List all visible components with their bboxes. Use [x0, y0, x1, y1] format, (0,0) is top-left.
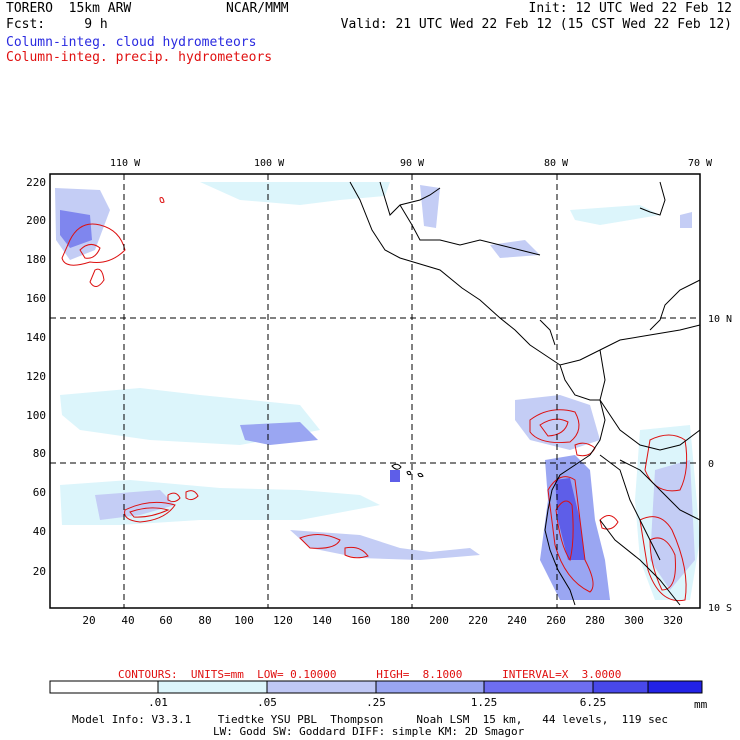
colorbar-label: .25 [366, 696, 386, 709]
x-tick: 60 [159, 614, 172, 627]
y-tick: 140 [26, 331, 46, 344]
colorbar-swatch [157, 680, 268, 694]
contour-info: CONTOURS: UNITS=mm LOW= 0.10000 HIGH= 8.… [118, 668, 622, 681]
y-tick: 180 [26, 253, 46, 266]
y-tick: 40 [33, 525, 46, 538]
lon-label-110w: 110 W [110, 158, 141, 169]
y-tick: 100 [26, 409, 46, 422]
lat-label-0: 0 [708, 459, 714, 470]
y-tick: 20 [33, 565, 46, 578]
x-tick: 140 [312, 614, 332, 627]
x-tick: 200 [429, 614, 449, 627]
x-tick: 220 [468, 614, 488, 627]
lat-label-10n: 10 N [708, 314, 732, 325]
colorbar-swatch [375, 680, 485, 694]
coastlines [349, 181, 701, 606]
y-axis: 220 200 180 160 140 120 100 80 60 40 20 [26, 176, 46, 578]
x-tick: 300 [624, 614, 644, 627]
lon-label-100w: 100 W [254, 158, 285, 169]
colorbar-swatch [647, 680, 703, 694]
lat-label-10s: 10 S [708, 603, 732, 614]
x-tick: 40 [121, 614, 134, 627]
y-tick: 200 [26, 214, 46, 227]
x-tick: 320 [663, 614, 683, 627]
y-tick: 60 [33, 486, 46, 499]
colorbar-labels: .01 .05 .25 1.25 6.25 [148, 696, 606, 709]
y-tick: 220 [26, 176, 46, 189]
colorbar-unit: mm [694, 698, 708, 711]
cloud-shading [55, 182, 700, 600]
colorbar-label: .01 [148, 696, 168, 709]
lon-labels: 110 W 100 W 90 W 80 W 70 W [110, 158, 713, 169]
x-axis: 20 40 60 80 100 120 140 160 180 200 220 … [82, 614, 683, 627]
colorbar-swatch [266, 680, 377, 694]
map-frame [49, 173, 701, 609]
legend-precip-label: Column-integ. precip. hydrometeors [6, 50, 273, 65]
lat-labels: 10 N 0 10 S [708, 314, 732, 614]
colorbar-label: 1.25 [471, 696, 498, 709]
x-tick: 20 [82, 614, 95, 627]
lon-label-90w: 90 W [400, 158, 425, 169]
colorbar-swatch [49, 680, 159, 694]
y-tick: 80 [33, 447, 46, 460]
colorbar-swatch [592, 680, 649, 694]
x-tick: 180 [390, 614, 410, 627]
x-tick: 120 [273, 614, 293, 627]
lon-label-80w: 80 W [544, 158, 569, 169]
legend-cloud-label: Column-integ. cloud hydrometeors [6, 35, 257, 50]
valid-time: Valid: 21 UTC Wed 22 Feb 12 (15 CST Wed … [340, 17, 732, 32]
colorbar-label: .05 [257, 696, 277, 709]
forecast-hour: Fcst: 9 h [6, 17, 108, 32]
latlon-grid [50, 174, 700, 608]
model-info-line2: LW: Godd SW: Goddard DIFF: simple KM: 2D… [213, 725, 525, 738]
y-tick: 120 [26, 370, 46, 383]
colorbar [49, 680, 703, 694]
lon-label-70w: 70 W [688, 158, 713, 169]
colorbar-swatch [483, 680, 594, 694]
x-tick: 240 [507, 614, 527, 627]
x-tick: 100 [234, 614, 254, 627]
x-tick: 160 [351, 614, 371, 627]
y-tick: 160 [26, 292, 46, 305]
x-tick: 260 [546, 614, 566, 627]
init-time: Init: 12 UTC Wed 22 Feb 12 [528, 1, 733, 16]
precip-contours [61, 197, 688, 602]
model-info-line1: Model Info: V3.3.1 Tiedtke YSU PBL Thomp… [72, 713, 669, 726]
institution-label: NCAR/MMM [226, 1, 289, 16]
model-title: TORERO 15km ARW [6, 1, 132, 16]
colorbar-label: 6.25 [580, 696, 607, 709]
x-tick: 80 [198, 614, 211, 627]
x-tick: 280 [585, 614, 605, 627]
